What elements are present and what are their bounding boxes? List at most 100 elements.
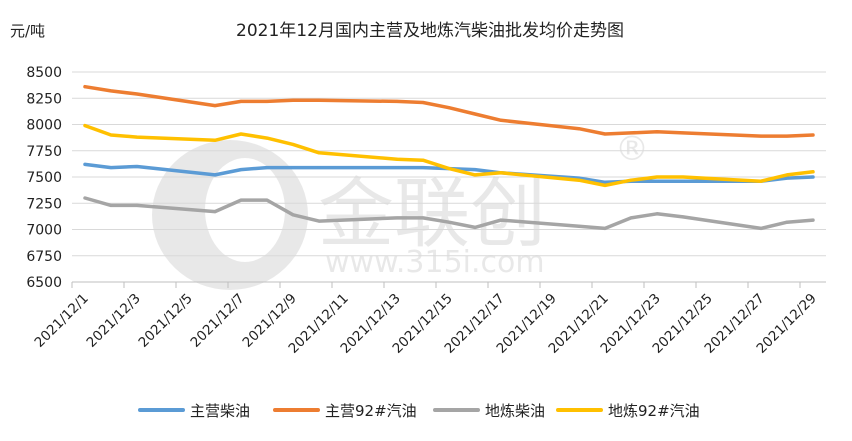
data-point [83, 196, 87, 200]
data-point [603, 226, 607, 230]
data-point [499, 118, 503, 122]
x-axis: 2021/12/12021/12/32021/12/52021/12/72021… [32, 282, 820, 357]
series-line-1 [83, 84, 815, 138]
data-point [577, 178, 581, 182]
data-point [395, 157, 399, 161]
data-point [759, 179, 763, 183]
watermark-brand: 金联创 [318, 169, 546, 258]
data-point [317, 219, 321, 223]
data-point [785, 176, 789, 180]
data-point [655, 175, 659, 179]
legend-label: 主营92#汽油 [325, 402, 417, 420]
x-tick-label: 2021/12/7 [188, 291, 248, 351]
data-point [473, 225, 477, 229]
gridlines [72, 71, 826, 283]
data-point [473, 173, 477, 177]
data-point [265, 136, 269, 140]
y-tick-label: 6500 [26, 275, 62, 291]
data-point [265, 99, 269, 103]
data-point [395, 99, 399, 103]
data-point [83, 124, 87, 128]
data-point [811, 175, 815, 179]
x-tick-label: 2021/12/5 [136, 291, 196, 351]
data-point [681, 215, 685, 219]
legend: 主营柴油 主营92#汽油 地炼柴油 地炼92#汽油 [138, 402, 700, 420]
data-point [83, 162, 87, 166]
series-lines [83, 84, 815, 231]
data-point [239, 132, 243, 136]
data-point [811, 133, 815, 137]
y-tick-label: 6750 [26, 249, 62, 265]
data-point [317, 151, 321, 155]
data-point [447, 106, 451, 110]
data-point [681, 131, 685, 135]
data-point [499, 218, 503, 222]
watermark-url: www.315i.com [325, 245, 545, 280]
data-point [681, 175, 685, 179]
watermark-registered-mark: ® [615, 129, 649, 169]
data-point [109, 89, 113, 93]
data-point [213, 173, 217, 177]
data-point [785, 173, 789, 177]
data-point [447, 220, 451, 224]
data-point [421, 158, 425, 162]
data-point [681, 179, 685, 183]
y-tick-label: 8500 [26, 65, 62, 81]
data-point [239, 198, 243, 202]
data-point [785, 220, 789, 224]
data-point [603, 180, 607, 184]
data-point [603, 132, 607, 136]
data-point [213, 104, 217, 108]
data-point [317, 98, 321, 102]
y-tick-label: 7250 [26, 196, 62, 212]
data-point [473, 168, 477, 172]
chart-title: 2021年12月国内主营及地炼汽柴油批发均价走势图 [236, 21, 624, 41]
y-tick-label: 8250 [26, 91, 62, 107]
data-point [265, 198, 269, 202]
data-point [629, 131, 633, 135]
data-point [109, 133, 113, 137]
data-point [473, 112, 477, 116]
data-point [421, 166, 425, 170]
y-axis-unit: 元/吨 [10, 22, 45, 40]
data-point [629, 178, 633, 182]
data-point [109, 166, 113, 170]
x-tick-label: 2021/12/1 [32, 291, 92, 351]
data-point [447, 167, 451, 171]
data-point [239, 99, 243, 103]
data-point [759, 134, 763, 138]
y-axis-ticks: 6500 6750 7000 7250 7500 7750 8000 8250 8500 [26, 65, 62, 291]
data-point [577, 127, 581, 131]
x-tick-label: 2021/12/3 [84, 291, 144, 351]
data-point [395, 216, 399, 220]
y-tick-label: 7000 [26, 223, 62, 239]
data-point [291, 213, 295, 217]
data-point [135, 203, 139, 207]
data-point [135, 135, 139, 139]
data-point [317, 166, 321, 170]
data-point [83, 85, 87, 89]
data-point [759, 226, 763, 230]
data-point [785, 134, 789, 138]
y-tick-label: 7750 [26, 144, 62, 160]
data-point [213, 138, 217, 142]
data-point [811, 170, 815, 174]
data-point [577, 224, 581, 228]
y-tick-label: 8000 [26, 118, 62, 134]
data-point [421, 216, 425, 220]
data-point [291, 98, 295, 102]
data-point [499, 171, 503, 175]
data-point [109, 203, 113, 207]
data-point [655, 179, 659, 183]
data-point [291, 166, 295, 170]
data-point [291, 142, 295, 146]
data-point [213, 210, 217, 214]
data-point [603, 183, 607, 187]
data-point [421, 100, 425, 104]
legend-label: 主营柴油 [190, 402, 250, 420]
data-point [239, 168, 243, 172]
data-point [135, 92, 139, 96]
data-point [265, 166, 269, 170]
legend-label: 地炼92#汽油 [608, 402, 700, 420]
